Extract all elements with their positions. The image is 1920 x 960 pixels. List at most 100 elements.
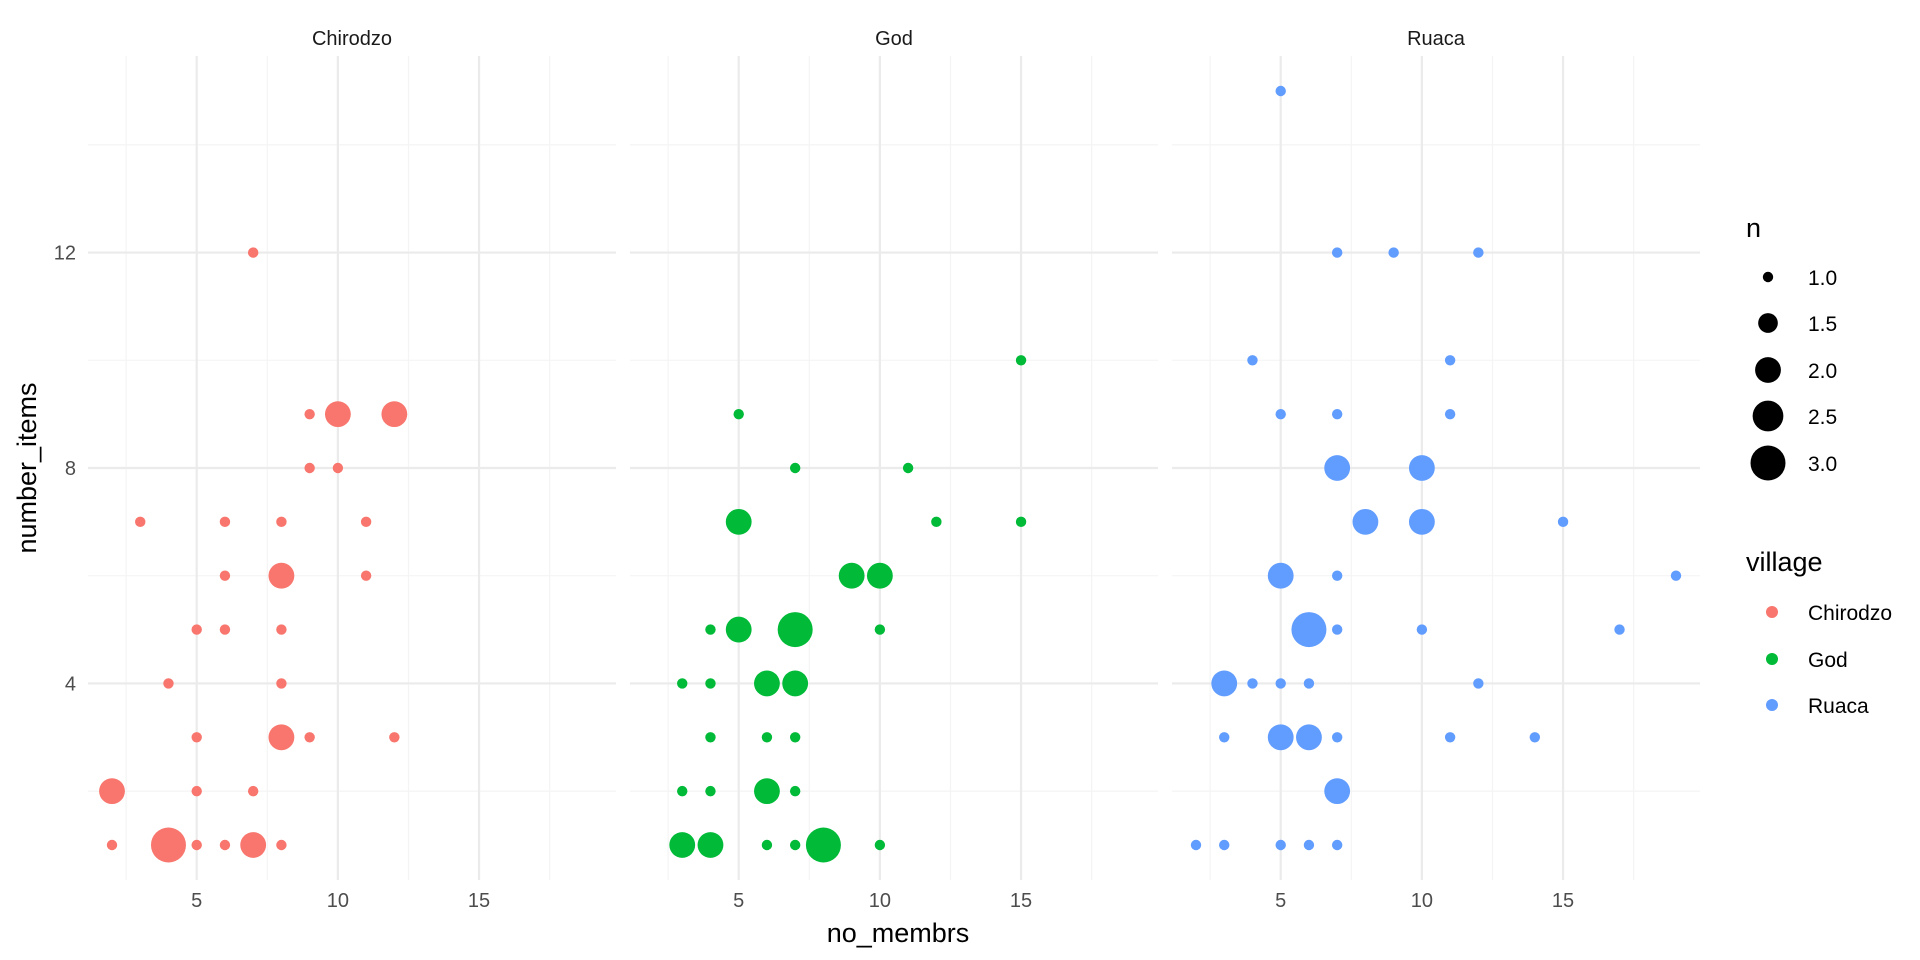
data-point: [931, 516, 942, 528]
x-tick-label: 10: [869, 890, 891, 912]
data-point: [1444, 732, 1456, 743]
data-point: [106, 839, 118, 851]
data-point: [219, 624, 231, 635]
data-point: [705, 624, 716, 635]
data-point: [1247, 678, 1258, 689]
data-point: [1408, 508, 1435, 535]
color-legend-key: [1766, 653, 1778, 665]
data-point: [789, 839, 801, 851]
data-point: [874, 624, 886, 635]
data-point: [219, 839, 231, 851]
data-point: [1267, 562, 1294, 589]
facet-strip-label: Chirodzo: [312, 28, 392, 50]
size-legend-label: 3.0: [1808, 453, 1837, 476]
data-point: [902, 462, 914, 474]
size-legend-label: 2.0: [1808, 360, 1837, 383]
data-point: [1219, 732, 1230, 743]
data-point: [135, 516, 146, 528]
data-point: [733, 408, 744, 420]
data-point: [1324, 778, 1351, 805]
data-point: [191, 785, 202, 797]
data-point: [677, 678, 688, 689]
data-point: [268, 562, 295, 589]
data-point: [219, 570, 231, 581]
data-point: [754, 670, 780, 697]
data-point: [777, 612, 813, 648]
data-point: [1331, 570, 1343, 581]
color-legend-key: [1766, 699, 1778, 711]
data-point: [191, 839, 202, 851]
data-point: [761, 732, 773, 743]
facet-panels: Chirodzo 5 10 15 4 8 12 God 5 10 15 Ruaca 5 10 15: [54, 28, 1700, 912]
data-point: [360, 570, 372, 581]
data-point: [324, 401, 351, 428]
x-tick-label: 15: [468, 890, 490, 912]
data-point: [1614, 624, 1625, 635]
data-point: [677, 785, 688, 797]
data-point: [1275, 408, 1286, 420]
size-legend-label: 2.5: [1808, 406, 1837, 429]
size-legend-key: [1758, 313, 1778, 333]
x-tick-label: 15: [1010, 890, 1032, 912]
point-series: [1190, 85, 1682, 851]
y-tick-label: 4: [65, 673, 76, 695]
color-legend-key: [1766, 606, 1778, 618]
facet-strip-label: Ruaca: [1407, 28, 1466, 50]
x-tick-label: 15: [1552, 890, 1574, 912]
facet-panel-god: God 5 10 15: [630, 28, 1158, 912]
y-axis-title: number_items: [12, 382, 42, 553]
size-legend-label: 1.5: [1808, 313, 1837, 336]
x-axis-title: no_membrs: [827, 918, 970, 948]
data-point: [1275, 85, 1286, 97]
data-point: [838, 562, 865, 589]
data-point: [1296, 724, 1322, 751]
facet-panel-chirodzo: Chirodzo 5 10 15 4 8 12: [54, 28, 616, 912]
data-point: [304, 462, 315, 474]
size-legend-key: [1762, 271, 1774, 283]
data-point: [276, 839, 287, 851]
legend: n village 1.0 1.5 2.0 2.5 3.0 Chirodzo God Ruac…: [1746, 213, 1892, 718]
size-legend-key: [1750, 445, 1786, 481]
data-point: [1291, 612, 1327, 648]
size-legend-label: 1.0: [1808, 267, 1837, 290]
y-tick-label: 12: [54, 243, 76, 265]
data-point: [1275, 678, 1286, 689]
data-point: [1408, 455, 1435, 481]
data-point: [191, 732, 202, 743]
data-point: [1331, 839, 1343, 851]
data-point: [1275, 839, 1286, 851]
data-point: [1388, 247, 1399, 258]
y-tick-label: 8: [65, 458, 76, 480]
data-point: [697, 832, 724, 858]
data-point: [1219, 839, 1230, 851]
size-legend-key: [1755, 357, 1781, 383]
data-point: [754, 778, 780, 805]
data-point: [1324, 455, 1351, 481]
data-point: [874, 839, 886, 851]
size-legend-title: n: [1746, 213, 1761, 243]
data-point: [1416, 624, 1428, 635]
data-point: [789, 785, 801, 797]
data-point: [381, 401, 408, 428]
data-point: [304, 408, 315, 420]
data-point: [1557, 516, 1569, 528]
data-point: [1670, 570, 1682, 581]
data-point: [268, 724, 295, 751]
data-point: [304, 732, 315, 743]
data-point: [163, 678, 174, 689]
facet-strip-label: God: [875, 28, 913, 50]
data-point: [669, 832, 696, 858]
color-legend-label: God: [1808, 649, 1848, 672]
data-point: [1190, 839, 1202, 851]
data-point: [247, 785, 259, 797]
data-point: [276, 678, 287, 689]
data-point: [360, 516, 372, 528]
data-point: [1247, 355, 1258, 366]
data-point: [705, 678, 716, 689]
data-point: [150, 827, 186, 863]
data-point: [705, 785, 716, 797]
point-series: [669, 355, 1027, 863]
x-tick-label: 5: [191, 890, 202, 912]
data-point: [1211, 670, 1238, 697]
color-legend-label: Ruaca: [1808, 695, 1869, 718]
